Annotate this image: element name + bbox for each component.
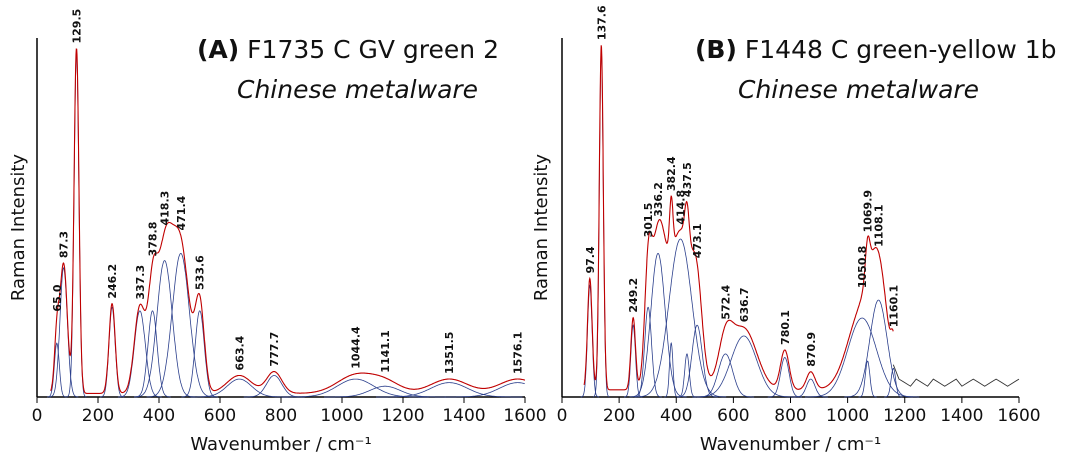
- x-tick-label: 1000: [320, 406, 363, 426]
- component-peak: [767, 357, 802, 398]
- peak-label: 97.4: [584, 246, 597, 273]
- panel-letter: (A): [197, 35, 239, 64]
- component-peak: [805, 317, 920, 398]
- x-tick-label: 400: [143, 406, 175, 426]
- x-tick-label: 0: [557, 406, 568, 426]
- measured-spectrum: [892, 364, 1020, 387]
- component-peak: [66, 52, 87, 398]
- component-peak: [793, 378, 828, 398]
- component-peak: [624, 324, 643, 398]
- component-peak: [99, 306, 125, 398]
- x-tick-label: 1600: [503, 406, 546, 426]
- x-tick-label: 600: [717, 406, 749, 426]
- x-axis-label: Wavenumber / cm⁻¹: [190, 434, 371, 455]
- peak-label: 473.1: [691, 224, 704, 259]
- fit-curve: [583, 45, 894, 391]
- peak-label: 663.4: [233, 335, 246, 370]
- component-peak: [444, 382, 525, 398]
- component-peak: [181, 310, 218, 398]
- peak-label: 378.8: [147, 222, 160, 257]
- peak-label: 129.5: [70, 9, 83, 44]
- peak-label: 301.5: [642, 203, 655, 238]
- subtitle: Chinese metalware: [738, 75, 979, 104]
- fit-curve: [50, 48, 525, 394]
- y-axis-label: Raman Intensity: [8, 154, 29, 302]
- component-peak: [593, 52, 610, 398]
- x-tick-label: 1200: [883, 406, 926, 426]
- component-peak: [884, 367, 903, 398]
- peak-label: 1108.1: [873, 204, 886, 246]
- peak-label: 249.2: [627, 278, 640, 313]
- peak-label: 382.4: [665, 156, 678, 191]
- peak-label: 572.4: [719, 285, 732, 320]
- peak-label: 777.7: [268, 332, 281, 367]
- component-peak: [664, 341, 679, 398]
- x-tick-label: 800: [774, 406, 806, 426]
- component-peak: [146, 252, 216, 398]
- peak-label: 418.3: [159, 191, 172, 226]
- peak-label: 1050.8: [856, 246, 869, 288]
- component-peak: [629, 252, 687, 398]
- peak-label: 1160.1: [887, 285, 900, 327]
- component-peak: [634, 306, 662, 398]
- component-peak: [634, 238, 727, 398]
- peak-label: 1069.9: [862, 190, 875, 232]
- peak-label: 636.7: [738, 287, 751, 322]
- x-tick-label: 1200: [381, 406, 424, 426]
- title-text: F1735 C GV green 2: [247, 35, 499, 64]
- component-peak: [376, 382, 523, 398]
- x-tick-label: 400: [660, 406, 692, 426]
- x-tick-label: 800: [265, 406, 297, 426]
- subtitle: Chinese metalware: [237, 75, 478, 104]
- component-peak: [858, 360, 877, 398]
- component-peak: [324, 385, 446, 398]
- x-axis-label: Wavenumber / cm⁻¹: [700, 434, 881, 455]
- peak-label: 471.4: [175, 195, 188, 230]
- component-peak: [677, 353, 697, 398]
- panel-letter: (B): [695, 35, 737, 64]
- component-peak: [692, 335, 796, 398]
- panel-title: (B) F1448 C green-yellow 1b: [695, 35, 1057, 64]
- x-tick-label: 1400: [442, 406, 485, 426]
- component-peak: [243, 375, 305, 398]
- component-peak: [580, 284, 600, 398]
- peak-label: 1141.1: [379, 330, 392, 372]
- component-peak: [844, 299, 913, 398]
- peak-label: 533.6: [194, 255, 207, 290]
- component-peak: [190, 378, 289, 398]
- peak-label: 870.9: [805, 332, 818, 367]
- x-tick-label: 1600: [997, 406, 1040, 426]
- title-space: [737, 35, 745, 64]
- component-peak: [133, 260, 196, 398]
- peak-label: 246.2: [106, 264, 119, 299]
- x-tick-label: 600: [204, 406, 236, 426]
- x-tick-label: 1000: [826, 406, 869, 426]
- peak-label: 437.5: [681, 162, 694, 197]
- component-peak: [117, 310, 162, 398]
- x-tick-label: 0: [32, 406, 43, 426]
- peak-label: 414.8: [674, 190, 687, 225]
- peak-label: 1576.1: [512, 332, 525, 374]
- y-axis-label: Raman Intensity: [531, 154, 552, 302]
- title-text: F1448 C green-yellow 1b: [745, 35, 1057, 64]
- x-tick-label: 200: [603, 406, 635, 426]
- peak-label: 1044.4: [350, 326, 363, 369]
- component-peak: [48, 267, 79, 398]
- panel-title: (A) F1735 C GV green 2: [197, 35, 499, 64]
- x-tick-label: 1400: [940, 406, 983, 426]
- peak-label: 336.2: [652, 182, 665, 217]
- peak-label: 1351.5: [443, 332, 456, 374]
- peak-label: 137.6: [595, 5, 608, 40]
- x-tick-label: 200: [82, 406, 114, 426]
- component-peak: [47, 342, 67, 398]
- peak-label: 780.1: [779, 310, 792, 345]
- peak-label: 65.0: [51, 284, 64, 311]
- peak-label: 337.3: [134, 265, 147, 300]
- peak-label: 87.3: [58, 231, 71, 258]
- title-space: [239, 35, 247, 64]
- component-peak: [134, 310, 171, 398]
